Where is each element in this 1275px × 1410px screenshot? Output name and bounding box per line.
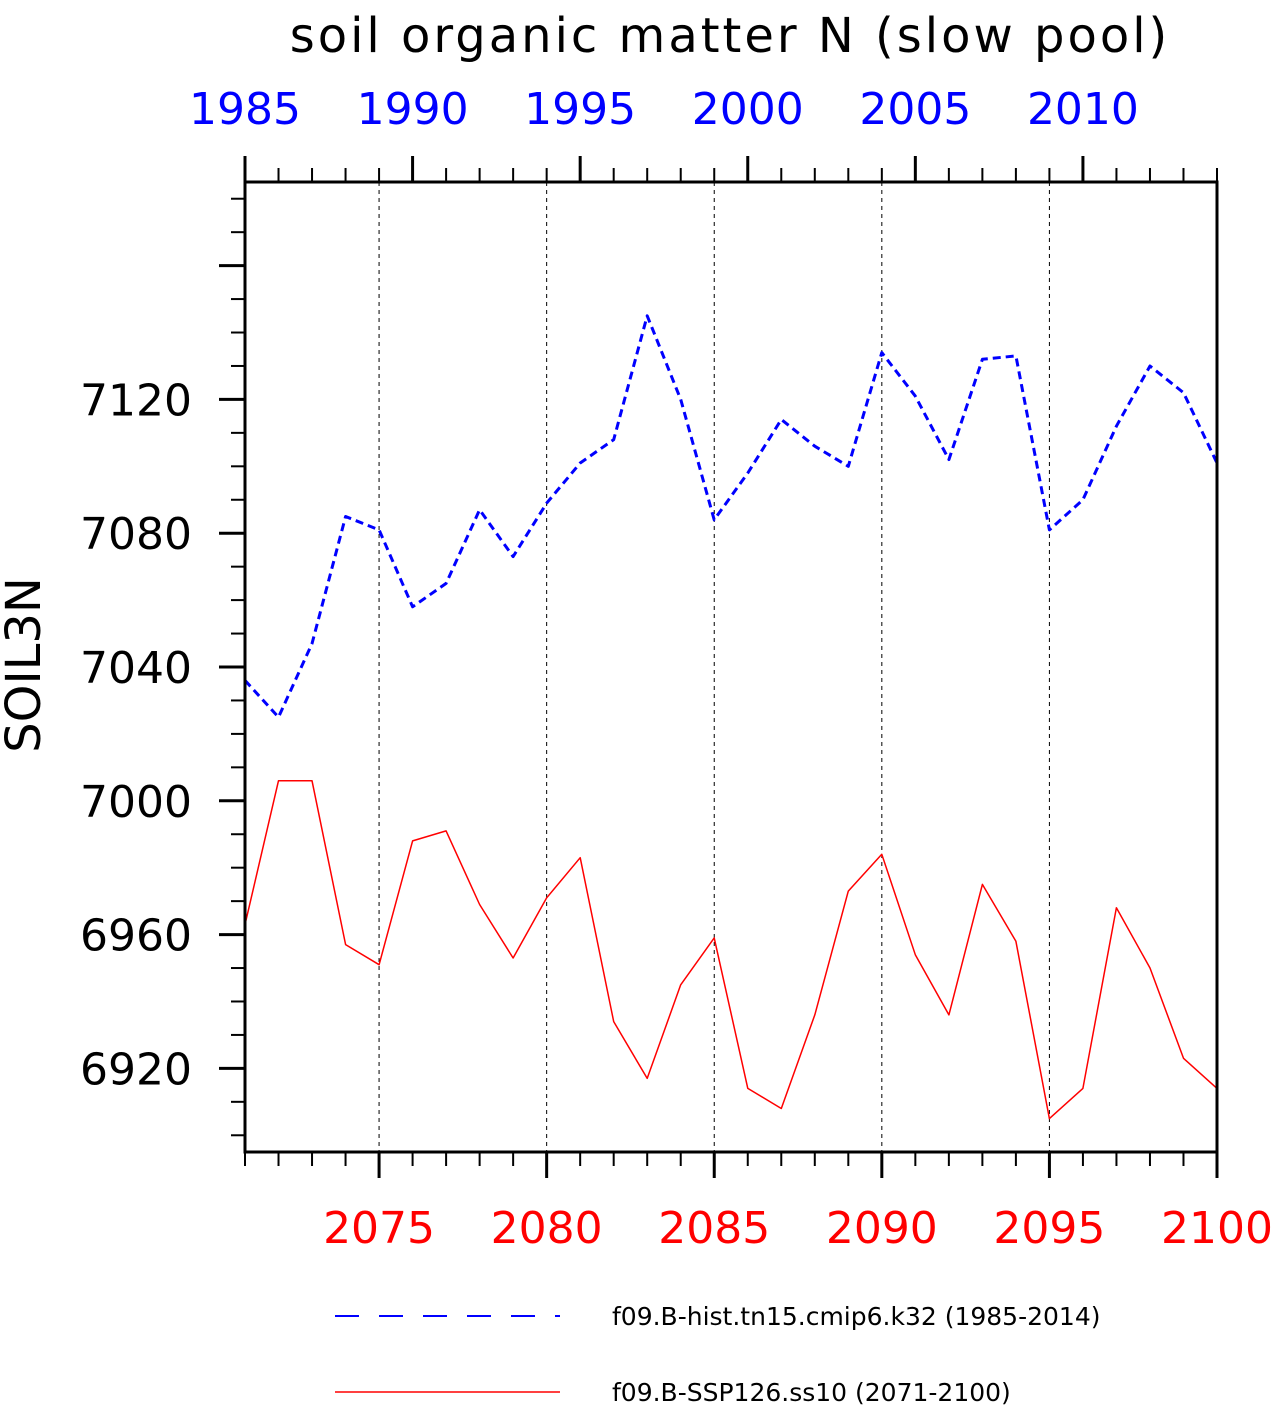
y-tick-label: 6960 bbox=[80, 911, 192, 962]
legend-label-2: f09.B-SSP126.ss10 (2071-2100) bbox=[612, 1378, 1011, 1407]
y-tick-label: 7080 bbox=[80, 509, 192, 560]
y-axis-label: SOIL3N bbox=[0, 577, 52, 753]
bottom-tick-label: 2080 bbox=[491, 1203, 603, 1254]
top-tick-label: 2010 bbox=[1027, 84, 1139, 135]
bottom-tick-label: 2100 bbox=[1161, 1203, 1273, 1254]
grid-lines bbox=[378, 182, 1050, 1152]
bottom-tick-label: 2090 bbox=[826, 1203, 938, 1254]
series-line-1 bbox=[243, 314, 1219, 719]
chart-title: soil organic matter N (slow pool) bbox=[290, 8, 1171, 64]
y-tick-label: 7120 bbox=[80, 375, 192, 426]
legend-label-1: f09.B-hist.tn15.cmip6.k32 (1985-2014) bbox=[612, 1302, 1100, 1331]
plot-frame bbox=[243, 180, 1219, 1154]
y-tick-label: 6920 bbox=[80, 1044, 192, 1095]
top-tick-label: 2000 bbox=[692, 84, 804, 135]
top-tick-label: 2005 bbox=[859, 84, 971, 135]
y-tick-label: 7000 bbox=[80, 777, 192, 828]
top-tick-label: 1995 bbox=[524, 84, 636, 135]
bottom-tick-label: 2075 bbox=[323, 1203, 435, 1254]
bottom-tick-label: 2085 bbox=[658, 1203, 770, 1254]
top-tick-label: 1990 bbox=[357, 84, 469, 135]
top-tick-label: 1985 bbox=[189, 84, 301, 135]
axes-group: 1985 1990 1995 2000 2005 2010 2075 2080 2085 2090… bbox=[80, 84, 1273, 1254]
series-group bbox=[243, 314, 1219, 1120]
legend: f09.B-hist.tn15.cmip6.k32 (1985-2014) f09… bbox=[335, 1302, 1100, 1407]
series-line-2 bbox=[244, 779, 1218, 1120]
bottom-tick-label: 2095 bbox=[993, 1203, 1105, 1254]
y-tick-label: 7040 bbox=[80, 643, 192, 694]
